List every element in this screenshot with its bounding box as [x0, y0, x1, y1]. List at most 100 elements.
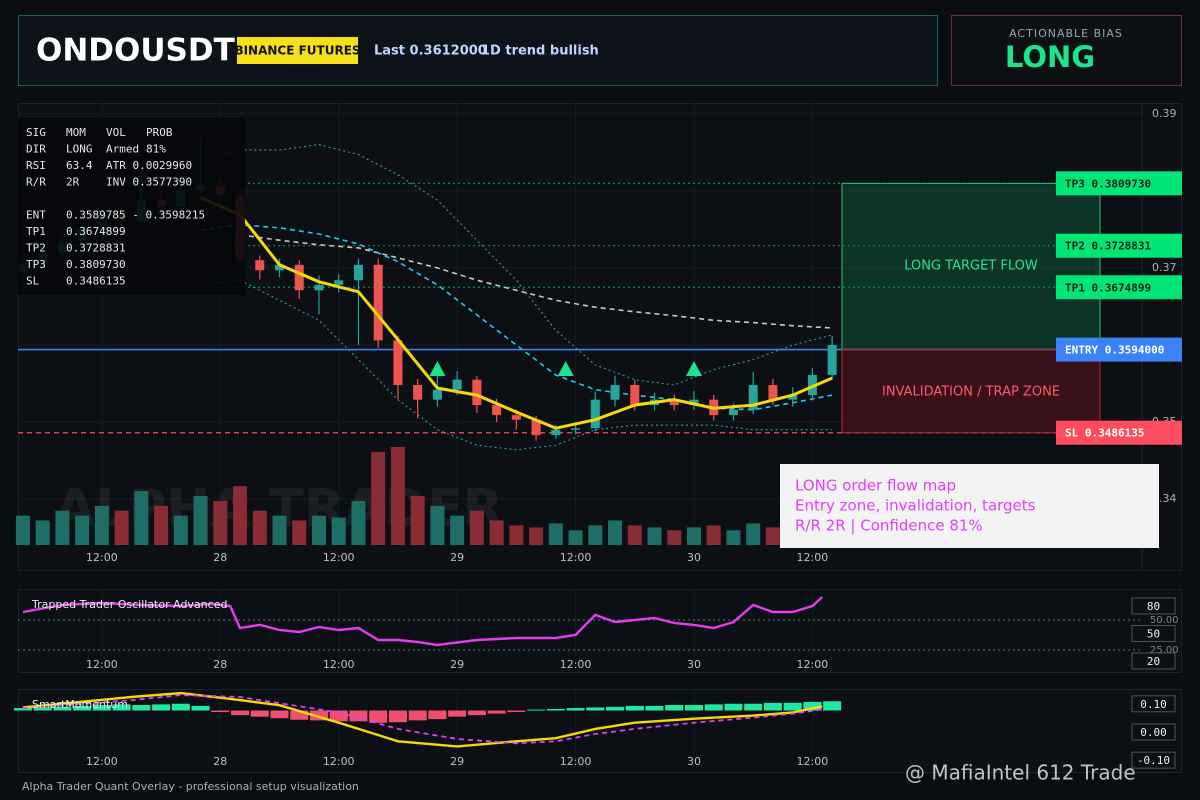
x-tick-label: 12:00 — [560, 658, 592, 671]
volume-bar — [331, 517, 346, 545]
candle-body — [788, 395, 798, 400]
candle-body — [689, 399, 699, 406]
volume-bar — [94, 505, 109, 545]
candle-body — [630, 385, 640, 406]
annotation-line: R/R 2R | Confidence 81% — [795, 517, 983, 535]
volume-bar — [193, 496, 208, 545]
info-cell: TP3 — [26, 258, 46, 271]
histogram-bar — [211, 710, 230, 713]
histogram-bar — [448, 710, 467, 717]
histogram-bar — [369, 710, 388, 723]
level-badge — [1056, 233, 1182, 258]
histogram-bar — [645, 705, 664, 711]
annotation-text: LONG order flow map Entry zone, invalidat… — [795, 477, 1036, 535]
last-price: Last 0.3612000 — [374, 44, 487, 59]
x-tick-label: 12:00 — [86, 551, 118, 564]
x-tick-label: 12:00 — [323, 658, 355, 671]
histogram-bar — [388, 710, 407, 723]
histogram-bar — [231, 710, 250, 716]
x-tick-label: 12:00 — [797, 551, 829, 564]
histogram-bar — [684, 704, 703, 711]
indicator-line — [22, 691, 823, 748]
histogram-bar — [487, 710, 506, 714]
y2-tick-label: 50.00 — [1150, 615, 1179, 626]
x-tick-label: 30 — [687, 551, 701, 564]
x-tick-label: 29 — [450, 658, 464, 671]
histogram-bar — [73, 705, 92, 711]
candle-body — [669, 399, 679, 406]
invalidation-zone-label: INVALIDATION / TRAP ZONE — [882, 385, 1060, 400]
candle-body — [768, 385, 778, 400]
histogram-bar — [309, 710, 328, 721]
info-cell: 0.3728831 — [66, 242, 126, 255]
exchange: BINANCE FUTURES — [234, 44, 360, 58]
axis-badge — [1131, 723, 1176, 741]
volume-bar — [548, 523, 563, 545]
volume-bar — [588, 525, 603, 545]
annotation-box — [780, 464, 1159, 548]
level-badge — [1056, 420, 1182, 445]
info-cell: 63.4 — [66, 159, 93, 172]
info-panel-text: SIG MOM VOL PROB DIR LONG Armed 81% RSI 63.4 ATR 0… — [26, 126, 205, 288]
indicator-line — [22, 694, 823, 745]
volume-bar — [272, 515, 287, 545]
volume-bar — [390, 447, 405, 545]
oscillator-pane — [18, 589, 1182, 673]
histogram-bar — [744, 703, 763, 711]
volume-bar — [213, 500, 228, 545]
watermark: @ MafiaIntel 612 Trade — [905, 761, 1136, 785]
candle-body — [432, 389, 442, 400]
histogram-bar — [566, 708, 585, 711]
axis-badge-label: 50 — [1147, 627, 1160, 640]
info-cell: 81% — [146, 143, 166, 156]
candle-body — [571, 428, 581, 430]
info-cell: TP1 — [26, 225, 46, 238]
axis-badge-label: 0.10 — [1140, 698, 1167, 711]
target-zone-label: LONG TARGET FLOW — [904, 259, 1038, 274]
info-cell: 0.3589785 - 0.3598215 — [66, 209, 205, 222]
info-cell: 0.3809730 — [66, 258, 126, 271]
axis-badge-label: -0.10 — [1137, 754, 1170, 767]
volume-bar — [15, 515, 30, 545]
volume-bar — [726, 530, 741, 545]
candle-body — [353, 264, 363, 281]
volume-bar — [173, 515, 188, 545]
axis-badge-label: 80 — [1147, 600, 1160, 613]
volume-bar — [410, 496, 425, 545]
info-cell: TP2 — [26, 242, 46, 255]
invalidation-zone — [841, 349, 1101, 434]
volume-bar — [608, 520, 623, 545]
info-cell: INV 0.3577390 — [106, 176, 192, 189]
symbol: ONDOUSDT — [36, 33, 235, 69]
candle-body — [531, 419, 541, 436]
histogram-bar — [763, 702, 782, 711]
info-cell: R/R — [26, 176, 46, 189]
info-cell: ATR 0.0029960 — [106, 159, 192, 172]
histogram-bar — [724, 703, 743, 711]
x-tick-label: 28 — [213, 658, 227, 671]
info-cell: RSI — [26, 159, 46, 172]
axis-badge — [1131, 652, 1176, 670]
candle-body — [748, 385, 758, 410]
signal-marker — [685, 361, 702, 376]
candle-body — [452, 379, 462, 390]
target-zone — [841, 182, 1101, 351]
x-tick-label: 12:00 — [86, 755, 118, 768]
x-tick-label: 30 — [687, 658, 701, 671]
histogram-bar — [823, 701, 842, 711]
overlay-line — [239, 234, 833, 329]
overlay-line — [200, 279, 833, 451]
volume-bar — [509, 525, 524, 545]
histogram-bar — [803, 701, 822, 711]
volume-bar — [746, 523, 761, 545]
x-tick-label: 12:00 — [86, 658, 118, 671]
indicator-line — [22, 596, 824, 647]
info-cell: Armed — [106, 143, 139, 156]
annotation-line: Entry zone, invalidation, targets — [795, 497, 1036, 515]
volume-bar — [233, 486, 248, 545]
histogram-bar — [625, 705, 644, 711]
volume-bar — [529, 527, 544, 545]
candle-body — [827, 344, 837, 376]
